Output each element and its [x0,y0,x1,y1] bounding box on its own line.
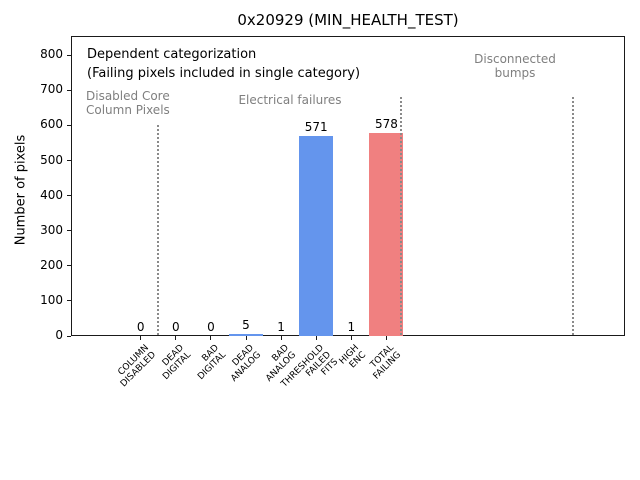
x-tick-mark [315,336,317,340]
section-separator-line [572,97,574,335]
x-tick-mark [350,336,352,340]
x-tick-mark [280,336,282,340]
x-tick-label: DEAD ANALOG [229,343,264,384]
chart-title: 0x20929 (MIN_HEALTH_TEST) [237,11,459,29]
y-tick-mark [67,54,71,56]
bar-value-label: 5 [242,318,250,332]
y-tick-label: 0 [55,328,63,342]
bar-value-label: 578 [374,117,398,131]
bar-value-label: 0 [207,320,215,334]
bar [369,133,404,336]
x-tick-mark [385,336,387,340]
y-tick-label: 200 [40,257,63,272]
y-tick-label: 100 [40,292,63,307]
annotation-failing-note: (Failing pixels included in single categ… [87,66,361,81]
y-tick-label: 300 [40,222,63,237]
x-tick-label: DEAD DIGITAL [160,343,193,383]
x-tick-mark [140,336,142,340]
y-tick-mark [67,265,71,267]
bar-value-label: 1 [277,320,285,334]
y-tick-mark [67,230,71,232]
y-tick-mark [67,195,71,197]
y-tick-mark [67,300,71,302]
y-tick-mark [67,160,71,162]
bar [299,136,334,336]
section-separator-line [400,97,402,335]
x-tick-label: HIGH ENC [337,343,369,371]
bar-value-label: 571 [304,120,328,134]
annotation-disabled-core-column-pixels: Disabled Core Column Pixels [86,89,170,117]
bar [229,334,263,336]
bar-value-label: 0 [136,320,145,334]
plot-area [71,36,625,336]
x-tick-mark [245,336,247,340]
y-tick-label: 400 [40,187,63,202]
y-tick-label: 700 [40,82,63,97]
x-tick-mark [175,336,177,340]
y-tick-mark [67,335,71,337]
y-tick-label: 600 [40,117,63,132]
annotation-dependent-categorization: Dependent categorization [87,47,257,62]
annotation-electrical-failures: Electrical failures [238,93,342,107]
bar-value-label: 1 [347,320,356,334]
y-tick-mark [67,124,71,126]
x-tick-label: TOTAL FAILING [369,343,404,382]
section-separator-line [157,125,159,335]
y-tick-label: 500 [40,152,63,167]
x-tick-mark [210,336,212,340]
x-tick-label: COLUMN DISABLED [116,343,158,390]
annotation-disconnected-bumps: Disconnected bumps [474,52,556,80]
x-tick-label: BAD DIGITAL [196,343,229,383]
y-tick-mark [67,89,71,91]
y-tick-label: 800 [40,47,63,62]
bar-value-label: 0 [171,320,180,334]
